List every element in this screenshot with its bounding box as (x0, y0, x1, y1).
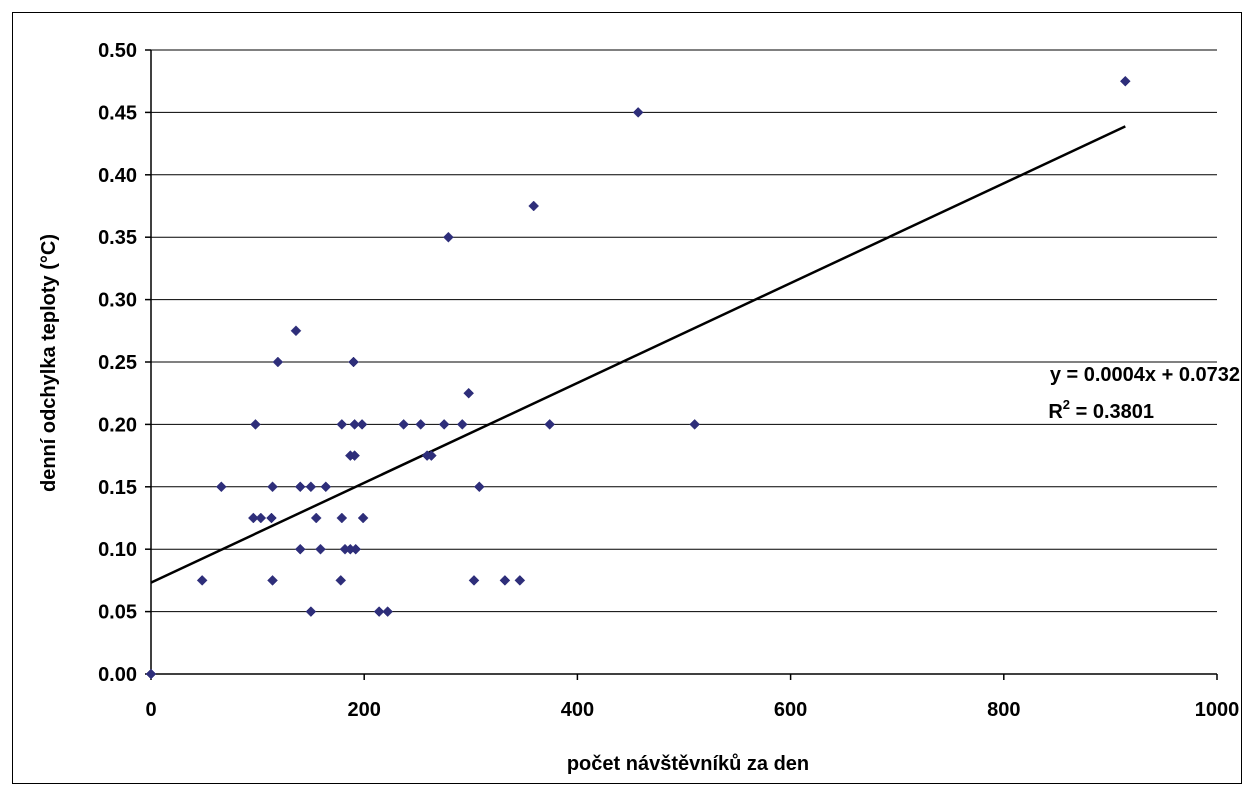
r-squared-value: = 0.3801 (1070, 401, 1154, 423)
r-squared-superscript: 2 (1063, 397, 1070, 412)
data-point (456, 419, 468, 430)
y-tick-label: 0.15 (98, 477, 137, 499)
trendline-path (150, 125, 1126, 584)
data-point (305, 606, 317, 617)
y-axis-title: denní odchylka teploty (°C) (38, 234, 60, 492)
data-point (632, 107, 644, 118)
x-tick-label: 0 (145, 699, 156, 721)
data-point (499, 575, 511, 586)
x-tick-label: 800 (987, 699, 1020, 721)
data-point (320, 481, 332, 493)
data-point (463, 387, 475, 399)
data-point (350, 543, 362, 555)
data-point (305, 481, 317, 493)
r-squared-label: R2 = 0.3801 (1048, 397, 1154, 423)
data-point (357, 512, 369, 524)
chart-frame (12, 12, 1242, 784)
x-tick-labels: 0 200 400 600 800 1000 (145, 699, 1239, 721)
data-point (255, 512, 267, 524)
y-tick-label: 0.35 (98, 227, 137, 249)
data-point (216, 481, 227, 493)
data-point (1119, 75, 1131, 87)
gridlines (151, 49, 1217, 613)
data-point (356, 419, 368, 430)
y-tick-label: 0.20 (98, 414, 137, 436)
data-point (544, 419, 556, 430)
data-point (266, 512, 277, 524)
data-point (473, 481, 485, 493)
x-tick-label: 600 (774, 699, 807, 721)
y-tick-label: 0.00 (98, 664, 137, 686)
data-point (373, 606, 385, 617)
data-point (426, 450, 437, 461)
data-point (349, 419, 360, 430)
data-point (267, 481, 278, 493)
data-point (335, 575, 347, 586)
y-tick-label: 0.50 (98, 40, 137, 62)
data-point (443, 231, 454, 243)
data-point (272, 356, 284, 368)
y-tick-label: 0.05 (98, 602, 137, 624)
y-tick-label: 0.25 (98, 352, 137, 374)
data-point (315, 543, 326, 555)
data-point (415, 419, 427, 430)
r-squared-symbol: R (1048, 401, 1063, 423)
data-point (267, 575, 278, 586)
y-tick-label: 0.45 (98, 102, 137, 124)
data-point (294, 543, 306, 555)
y-tick-label: 0.30 (98, 290, 137, 312)
data-point (290, 325, 302, 337)
x-tick-label: 400 (561, 699, 594, 721)
data-point (294, 481, 306, 493)
x-tick-label: 1000 (1195, 699, 1240, 721)
data-point (348, 356, 359, 368)
y-tick-label: 0.10 (98, 539, 137, 561)
data-point (145, 668, 157, 680)
data-point (514, 575, 526, 586)
data-point (689, 419, 701, 430)
data-point (336, 419, 348, 430)
y-tick-label: 0.40 (98, 165, 137, 187)
data-point (250, 419, 261, 430)
data-point (438, 419, 450, 430)
data-point (528, 200, 540, 212)
x-axis-title: počet návštěvníků za den (567, 753, 809, 775)
data-point (398, 419, 409, 430)
x-tick-label: 200 (348, 699, 381, 721)
data-points (145, 75, 1131, 680)
data-point (336, 512, 348, 524)
data-point (247, 512, 259, 524)
data-point (468, 575, 480, 586)
axes (145, 49, 1218, 680)
data-point (349, 450, 360, 461)
trendline-equation: y = 0.0004x + 0.0732 (1050, 364, 1240, 386)
trendline (150, 125, 1126, 584)
y-tick-labels: 0.00 0.05 0.10 0.15 0.20 0.25 0.30 0.35 0.40 0.45… (98, 40, 137, 686)
data-point (196, 575, 208, 586)
data-point (382, 606, 394, 617)
data-point (310, 512, 322, 524)
